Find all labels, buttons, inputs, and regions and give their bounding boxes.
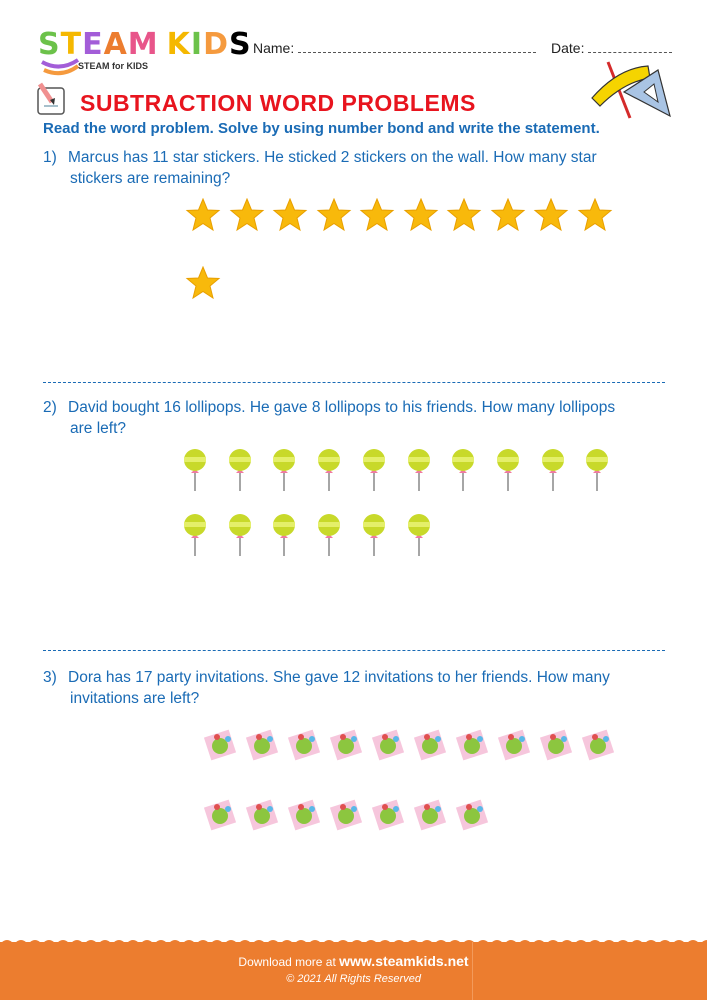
lollipop-icon xyxy=(225,447,255,498)
site-link[interactable]: www.steamkids.net xyxy=(339,953,469,969)
lollipop-icon xyxy=(269,447,299,498)
invitation-icon xyxy=(454,728,490,767)
question-text-cont: are left? xyxy=(70,420,127,437)
invitation-icon xyxy=(286,798,322,837)
question-text: Marcus has 11 star stickers. He sticked … xyxy=(68,149,597,166)
invitation-icon xyxy=(580,728,616,767)
lollipop-icon xyxy=(314,447,344,498)
question-number: 1) xyxy=(43,149,57,166)
lollipop-icon xyxy=(493,447,523,498)
question-text: David bought 16 lollipops. He gave 8 lol… xyxy=(68,399,616,416)
footer xyxy=(0,942,707,1000)
logo-swoosh-icon xyxy=(41,58,80,76)
lollipop-icon xyxy=(269,512,299,563)
lollipop-icon xyxy=(359,447,389,498)
star-icon xyxy=(577,197,613,237)
star-icon xyxy=(490,197,526,237)
invitation-icon xyxy=(412,728,448,767)
lollipop-icon xyxy=(582,447,612,498)
invitation-icon xyxy=(202,728,238,767)
invitation-icon xyxy=(202,798,238,837)
invitation-icon xyxy=(244,798,280,837)
name-field[interactable]: Name: xyxy=(253,40,537,56)
lollipop-icon xyxy=(180,512,210,563)
steam-kids-logo: STEAM KIDS xyxy=(38,27,252,62)
invitation-icon xyxy=(328,728,364,767)
ruler-triangle-icon xyxy=(591,61,671,119)
footer-download: Download more at www.steamkids.net xyxy=(0,953,707,969)
question-2: 2) David bought 16 lollipops. He gave 8 l… xyxy=(43,397,683,439)
worksheet-pencil-icon xyxy=(37,82,65,115)
footer-copyright: © 2021 All Rights Reserved xyxy=(286,973,421,985)
question-text-cont: invitations are left? xyxy=(70,690,200,707)
lollipop-icon xyxy=(225,512,255,563)
name-line[interactable] xyxy=(298,40,537,53)
question-1: 1) Marcus has 11 star stickers. He sticke… xyxy=(43,147,683,189)
lollipop-icon xyxy=(538,447,568,498)
star-icon xyxy=(316,197,352,237)
star-icon xyxy=(403,197,439,237)
invitation-icon xyxy=(286,728,322,767)
question-3: 3) Dora has 17 party invitations. She gav… xyxy=(43,667,683,709)
lollipop-icon xyxy=(180,447,210,498)
star-icon xyxy=(185,265,221,305)
lollipop-icon xyxy=(448,447,478,498)
invitation-icon xyxy=(328,798,364,837)
star-icon xyxy=(533,197,569,237)
invitation-icon xyxy=(454,798,490,837)
invitation-icon xyxy=(538,728,574,767)
invitation-icon xyxy=(412,798,448,837)
download-text: Download more at xyxy=(238,955,336,969)
instruction-text: Read the word problem. Solve by using nu… xyxy=(43,120,600,137)
lollipop-icon xyxy=(359,512,389,563)
divider xyxy=(43,382,665,383)
invitation-icon xyxy=(496,728,532,767)
star-icon xyxy=(272,197,308,237)
question-text-cont: stickers are remaining? xyxy=(70,170,231,187)
star-icon xyxy=(446,197,482,237)
lollipop-icon xyxy=(314,512,344,563)
date-label: Date: xyxy=(551,40,585,56)
invitation-icon xyxy=(370,798,406,837)
lollipop-icon xyxy=(404,447,434,498)
star-icon xyxy=(185,197,221,237)
question-text: Dora has 17 party invitations. She gave … xyxy=(68,669,610,686)
logo-subtitle: STEAM for KIDS xyxy=(78,61,149,71)
star-icon xyxy=(229,197,265,237)
question-number: 3) xyxy=(43,669,57,686)
invitation-icon xyxy=(244,728,280,767)
date-line[interactable] xyxy=(588,40,673,53)
page-title: SUBTRACTION WORD PROBLEMS xyxy=(80,90,476,116)
lollipop-icon xyxy=(404,512,434,563)
star-icon xyxy=(359,197,395,237)
footer-divider xyxy=(472,942,473,1000)
invitation-icon xyxy=(370,728,406,767)
question-number: 2) xyxy=(43,399,57,416)
divider xyxy=(43,650,665,651)
name-label: Name: xyxy=(253,40,295,56)
date-field[interactable]: Date: xyxy=(551,40,673,56)
